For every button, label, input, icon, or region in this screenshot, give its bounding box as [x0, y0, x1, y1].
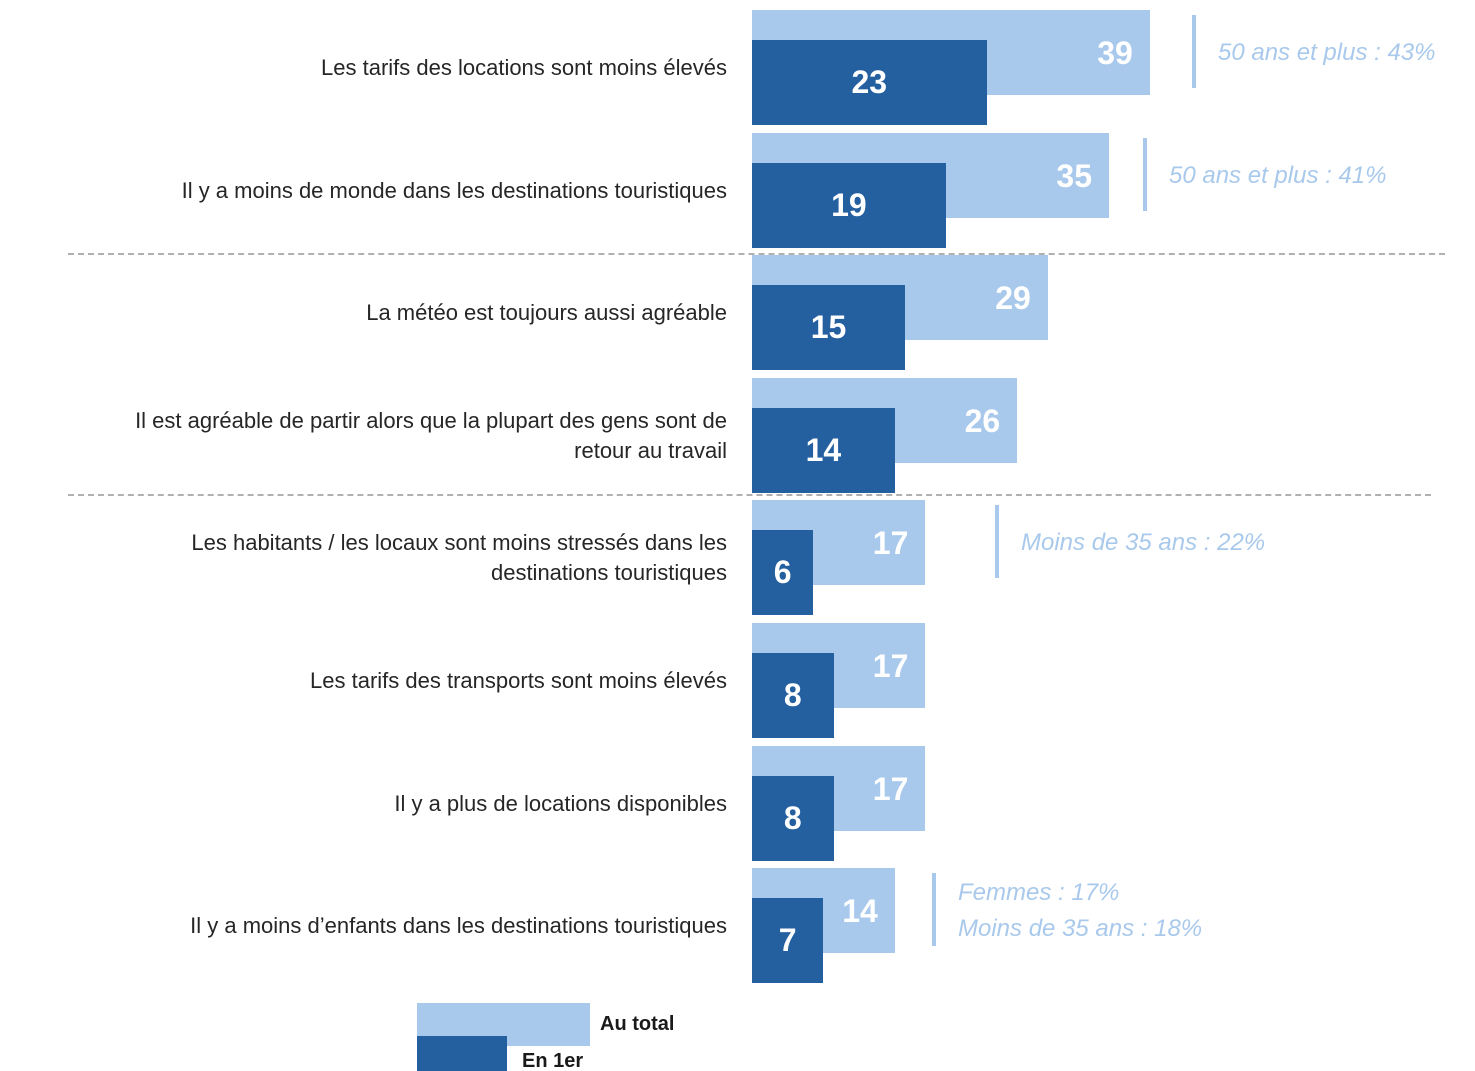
value-label: 14	[842, 893, 878, 930]
value-label: 35	[1056, 157, 1092, 194]
bar	[752, 530, 814, 616]
annotation: 50 ans et plus : 43%	[1218, 39, 1436, 66]
legend-label: En 1er	[522, 1050, 584, 1071]
category-label: Il est agréable de partir alors que la p…	[135, 407, 727, 463]
value-label: 8	[783, 677, 802, 713]
bar	[752, 285, 905, 371]
annotation: Moins de 35 ans : 22%	[1021, 529, 1266, 557]
annotation: 50 ans et plus : 41%	[1169, 161, 1387, 189]
annotation-line	[1143, 137, 1147, 211]
value-label: 17	[872, 648, 909, 684]
value-label: 8	[783, 799, 802, 836]
category-label: Les tarifs des locations sont moins élev…	[321, 55, 727, 80]
annotation-line	[995, 505, 999, 579]
category-label: Il y a moins d’enfants dans les destinat…	[190, 913, 727, 939]
separator	[68, 494, 1431, 496]
bar	[752, 653, 834, 738]
legend-label: Au total	[600, 1013, 675, 1035]
bar	[752, 898, 824, 984]
value-label: 26	[964, 402, 1001, 439]
value-label: 19	[831, 186, 867, 223]
legend-swatch	[417, 1036, 507, 1071]
category-label: La météo est toujours aussi agréable	[366, 300, 727, 326]
value-label: 23	[851, 64, 888, 100]
category-label: Les habitants / les locaux sont moins st…	[191, 530, 727, 586]
value-label: 17	[872, 770, 909, 807]
separator	[68, 253, 1445, 255]
category-label: Les tarifs des transports sont moins éle…	[310, 668, 727, 693]
category-label: Il y a moins de monde dans les destinati…	[181, 177, 727, 203]
value-label: 29	[995, 280, 1031, 317]
bar	[752, 162, 946, 248]
value-label: 7	[778, 922, 797, 959]
value-label: 17	[872, 525, 909, 562]
bar	[752, 40, 987, 125]
annotation-line	[1192, 15, 1196, 88]
value-label: 15	[810, 309, 847, 346]
annotation-line	[932, 873, 936, 947]
value-label: 39	[1097, 35, 1133, 71]
category-label: Il y a plus de locations disponibles	[394, 790, 727, 816]
annotation: Femmes : 17% Moins de 35 ans : 18%	[958, 879, 1203, 943]
value-label: 6	[773, 554, 792, 591]
bar	[752, 407, 895, 493]
value-label: 14	[805, 431, 842, 468]
bar	[752, 775, 834, 861]
